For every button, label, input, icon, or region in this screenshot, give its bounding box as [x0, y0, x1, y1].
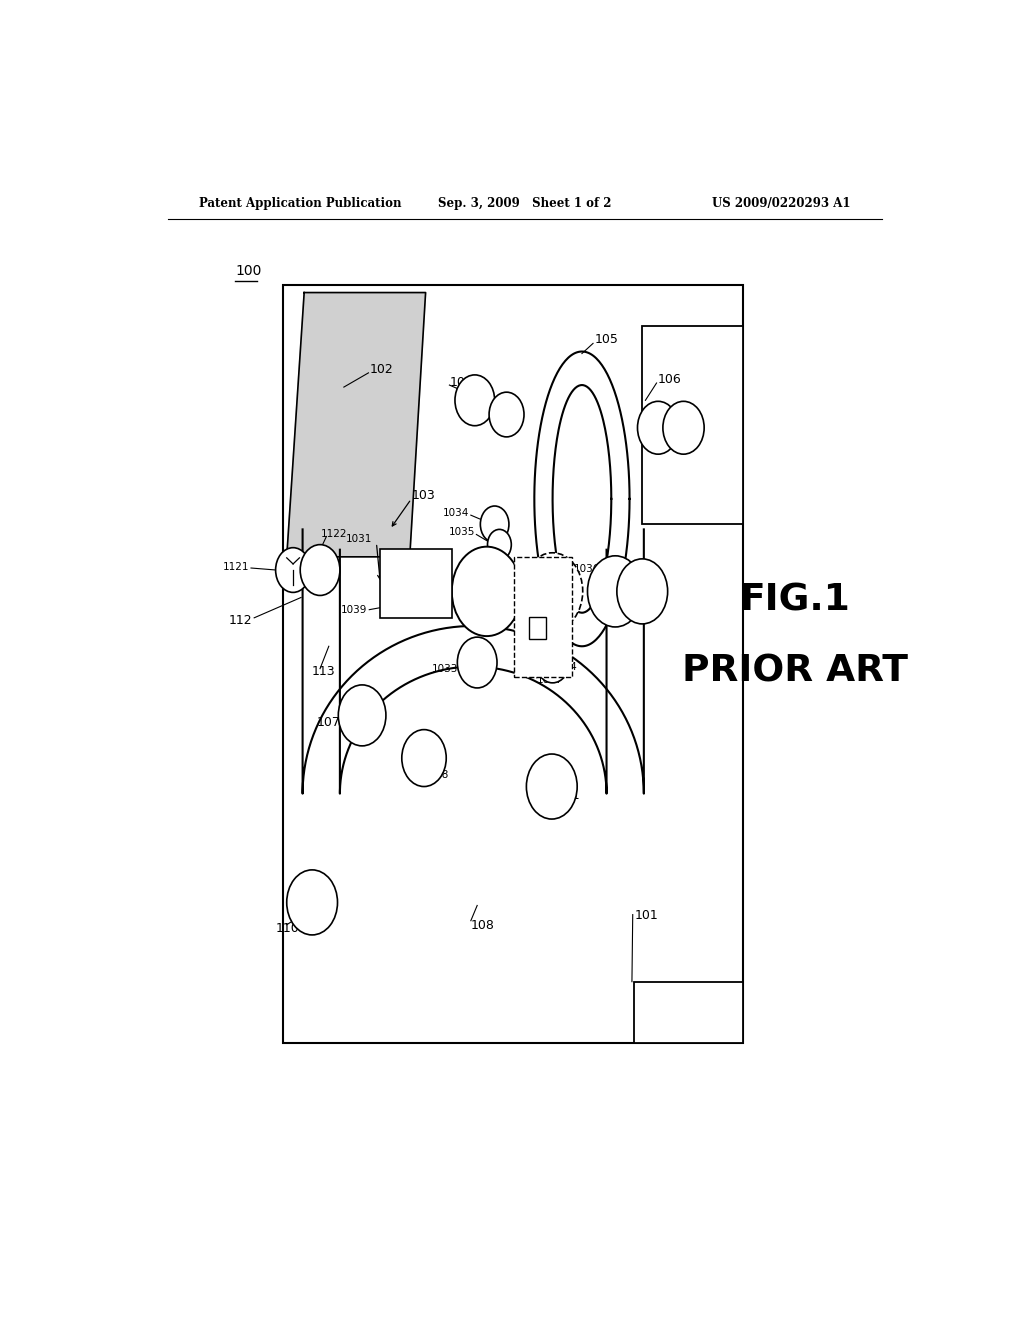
- Text: FIG.1: FIG.1: [739, 582, 850, 619]
- Text: 102: 102: [370, 363, 394, 376]
- Text: 114: 114: [616, 597, 640, 610]
- Text: 109: 109: [450, 375, 473, 388]
- Circle shape: [275, 548, 310, 593]
- Text: 107: 107: [316, 715, 341, 729]
- Text: PRIOR ART: PRIOR ART: [682, 653, 907, 689]
- Circle shape: [526, 754, 578, 818]
- Bar: [380, 549, 452, 618]
- Circle shape: [522, 553, 583, 630]
- Circle shape: [452, 546, 521, 636]
- Text: 1037: 1037: [537, 675, 563, 685]
- Bar: [634, 982, 743, 1043]
- Text: 1122: 1122: [321, 529, 347, 540]
- Text: 1038: 1038: [423, 771, 450, 780]
- Circle shape: [616, 558, 668, 624]
- Circle shape: [663, 401, 705, 454]
- Text: 101: 101: [634, 909, 658, 923]
- Text: 1121: 1121: [223, 562, 250, 572]
- Circle shape: [536, 638, 570, 682]
- Circle shape: [300, 545, 340, 595]
- Text: 1034: 1034: [442, 508, 469, 519]
- Circle shape: [588, 556, 643, 627]
- Circle shape: [480, 506, 509, 543]
- Text: 100: 100: [236, 264, 261, 279]
- Circle shape: [638, 401, 679, 454]
- Text: 111: 111: [557, 789, 581, 803]
- Text: US 2009/0220293 A1: US 2009/0220293 A1: [712, 197, 850, 210]
- Bar: [528, 616, 546, 639]
- Bar: [283, 285, 743, 1043]
- Text: 103: 103: [412, 490, 436, 503]
- Text: 1039: 1039: [341, 605, 368, 615]
- Text: 112: 112: [229, 614, 253, 627]
- Text: Sep. 3, 2009   Sheet 1 of 2: Sep. 3, 2009 Sheet 1 of 2: [438, 197, 611, 210]
- Text: 1036: 1036: [574, 564, 600, 574]
- Circle shape: [487, 529, 511, 560]
- Circle shape: [455, 375, 495, 426]
- Text: 106: 106: [658, 374, 682, 387]
- Text: 110: 110: [275, 923, 299, 936]
- Text: 1035: 1035: [449, 528, 475, 537]
- Polygon shape: [287, 293, 426, 557]
- Text: 1032: 1032: [408, 566, 433, 576]
- Circle shape: [338, 685, 386, 746]
- Text: 105: 105: [595, 333, 618, 346]
- Circle shape: [458, 638, 497, 688]
- Circle shape: [287, 870, 338, 935]
- Bar: [514, 557, 571, 677]
- Bar: [642, 326, 743, 524]
- Circle shape: [401, 730, 446, 787]
- Text: 104: 104: [558, 661, 578, 672]
- Text: 1031: 1031: [346, 533, 373, 544]
- Text: 108: 108: [471, 919, 495, 932]
- Text: 1033: 1033: [432, 664, 458, 673]
- Text: Patent Application Publication: Patent Application Publication: [200, 197, 402, 210]
- Circle shape: [489, 392, 524, 437]
- Text: 113: 113: [312, 665, 336, 678]
